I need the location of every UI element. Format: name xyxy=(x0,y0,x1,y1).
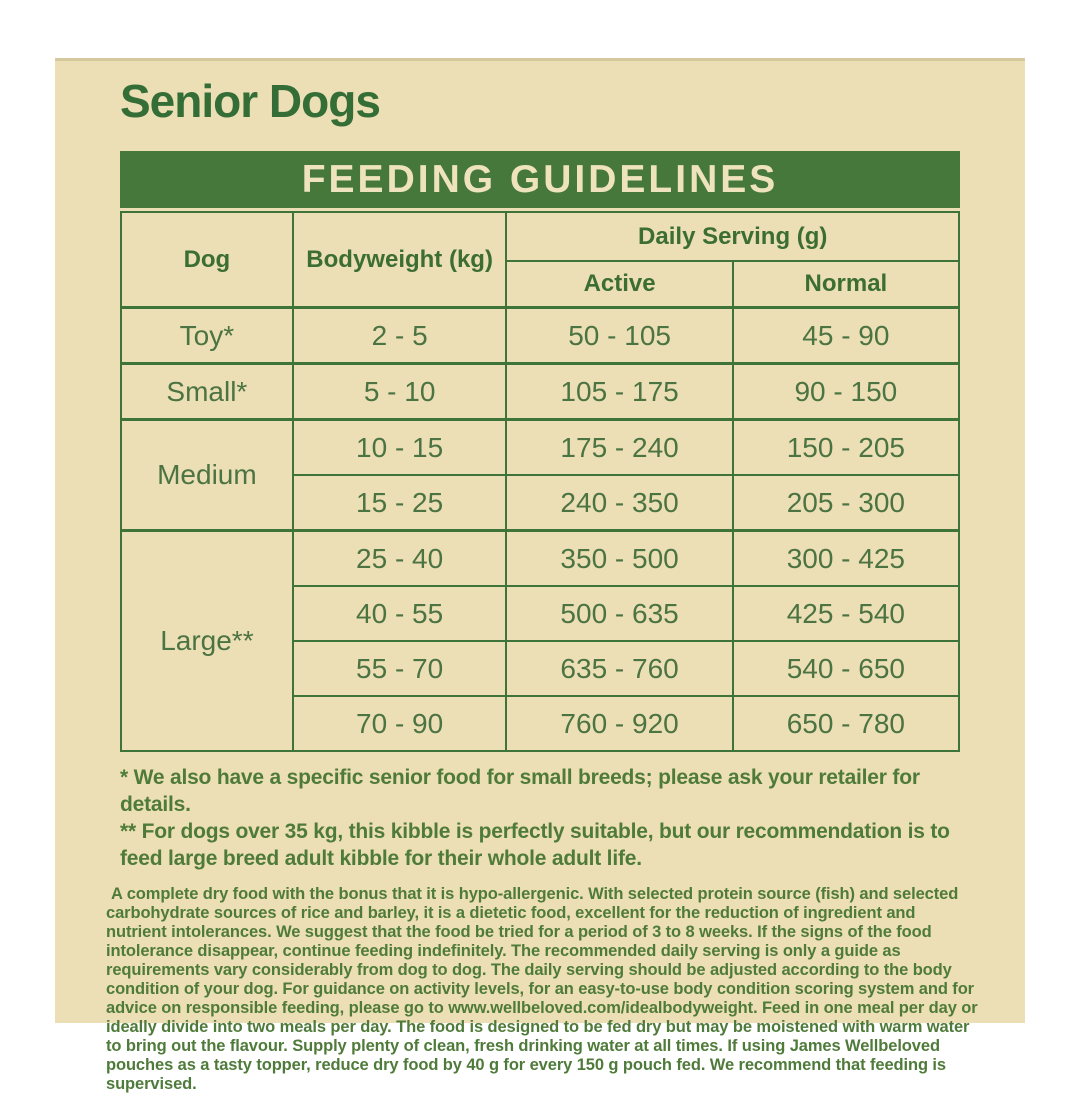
table-row: 40 - 55 500 - 635 425 - 540 xyxy=(121,585,961,642)
bodyweight-value: 2 - 5 xyxy=(291,306,508,365)
feeding-guidelines-banner: FEEDING GUIDELINES xyxy=(120,151,960,208)
table-row: Large** 25 - 40 350 - 500 300 - 425 xyxy=(120,529,961,752)
normal-serving-value: 90 - 150 xyxy=(731,362,961,421)
table-row: 15 - 25 240 - 350 205 - 300 xyxy=(121,474,961,532)
normal-serving-value: 425 - 540 xyxy=(731,585,961,642)
column-header-dog: Dog xyxy=(120,211,294,309)
column-header-active: Active xyxy=(505,260,734,309)
table-row: Small* 5 - 10 105 - 175 90 - 150 xyxy=(120,362,961,421)
dog-size-toy: Toy* xyxy=(120,306,294,365)
dog-size-medium: Medium xyxy=(120,418,294,532)
active-serving-value: 50 - 105 xyxy=(505,306,734,365)
footnote-large-breeds: ** For dogs over 35 kg, this kibble is p… xyxy=(120,820,950,870)
website-url: www.wellbeloved.com/idealbodyweight xyxy=(448,999,754,1017)
column-header-normal: Normal xyxy=(731,260,961,309)
label-page: { "page_title": "Senior Dogs", "banner":… xyxy=(55,58,1025,1093)
table-row: 70 - 90 760 - 920 650 - 780 xyxy=(121,695,961,752)
bodyweight-value: 55 - 70 xyxy=(291,640,508,697)
feeding-guidelines-table: Dog Bodyweight (kg) Daily Serving (g) Ac… xyxy=(120,211,961,752)
bodyweight-value: 15 - 25 xyxy=(291,474,508,532)
label-content: Senior Dogs FEEDING GUIDELINES Dog Bodyw… xyxy=(106,58,978,1111)
table-row: Medium 10 - 15 175 - 240 150 - 205 xyxy=(120,418,961,532)
description-text-before-url: A complete dry food with the bonus that … xyxy=(106,885,974,1017)
footnote-small-breeds: * We also have a specific senior food fo… xyxy=(120,766,920,816)
normal-serving-value: 150 - 205 xyxy=(731,418,961,476)
column-header-daily-serving: Daily Serving (g) xyxy=(505,211,960,262)
table-row: Toy* 2 - 5 50 - 105 45 - 90 xyxy=(120,306,961,365)
page-title: Senior Dogs xyxy=(120,75,381,127)
active-serving-value: 350 - 500 xyxy=(505,529,734,587)
footnotes: * We also have a specific senior food fo… xyxy=(120,764,960,872)
active-serving-value: 175 - 240 xyxy=(505,418,734,476)
bodyweight-value: 25 - 40 xyxy=(291,529,508,587)
normal-serving-value: 45 - 90 xyxy=(731,306,961,365)
normal-serving-value: 300 - 425 xyxy=(731,529,961,587)
bodyweight-value: 70 - 90 xyxy=(291,695,508,752)
active-serving-value: 760 - 920 xyxy=(505,695,734,752)
table-row: 55 - 70 635 - 760 540 - 650 xyxy=(121,640,961,697)
column-header-bodyweight: Bodyweight (kg) xyxy=(291,211,508,309)
bodyweight-value: 10 - 15 xyxy=(291,418,508,476)
label-card: Senior Dogs FEEDING GUIDELINES Dog Bodyw… xyxy=(55,58,1025,1093)
active-serving-value: 500 - 635 xyxy=(505,585,734,642)
normal-serving-value: 205 - 300 xyxy=(731,474,961,532)
active-serving-value: 105 - 175 xyxy=(505,362,734,421)
active-serving-value: 240 - 350 xyxy=(505,474,734,532)
bodyweight-value: 5 - 10 xyxy=(291,362,508,421)
dog-size-large: Large** xyxy=(120,529,294,752)
product-description: A complete dry food with the bonus that … xyxy=(106,885,978,1094)
dog-size-small: Small* xyxy=(120,362,294,421)
active-serving-value: 635 - 760 xyxy=(505,640,734,697)
banner-title: FEEDING GUIDELINES xyxy=(301,157,779,201)
bodyweight-value: 40 - 55 xyxy=(291,585,508,642)
normal-serving-value: 540 - 650 xyxy=(731,640,961,697)
normal-serving-value: 650 - 780 xyxy=(731,695,961,752)
